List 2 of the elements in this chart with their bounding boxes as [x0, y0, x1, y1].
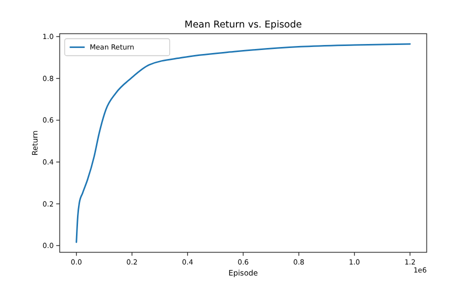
line-series: [76, 43, 411, 244]
chart-title: Mean Return vs. Episode: [184, 20, 302, 31]
